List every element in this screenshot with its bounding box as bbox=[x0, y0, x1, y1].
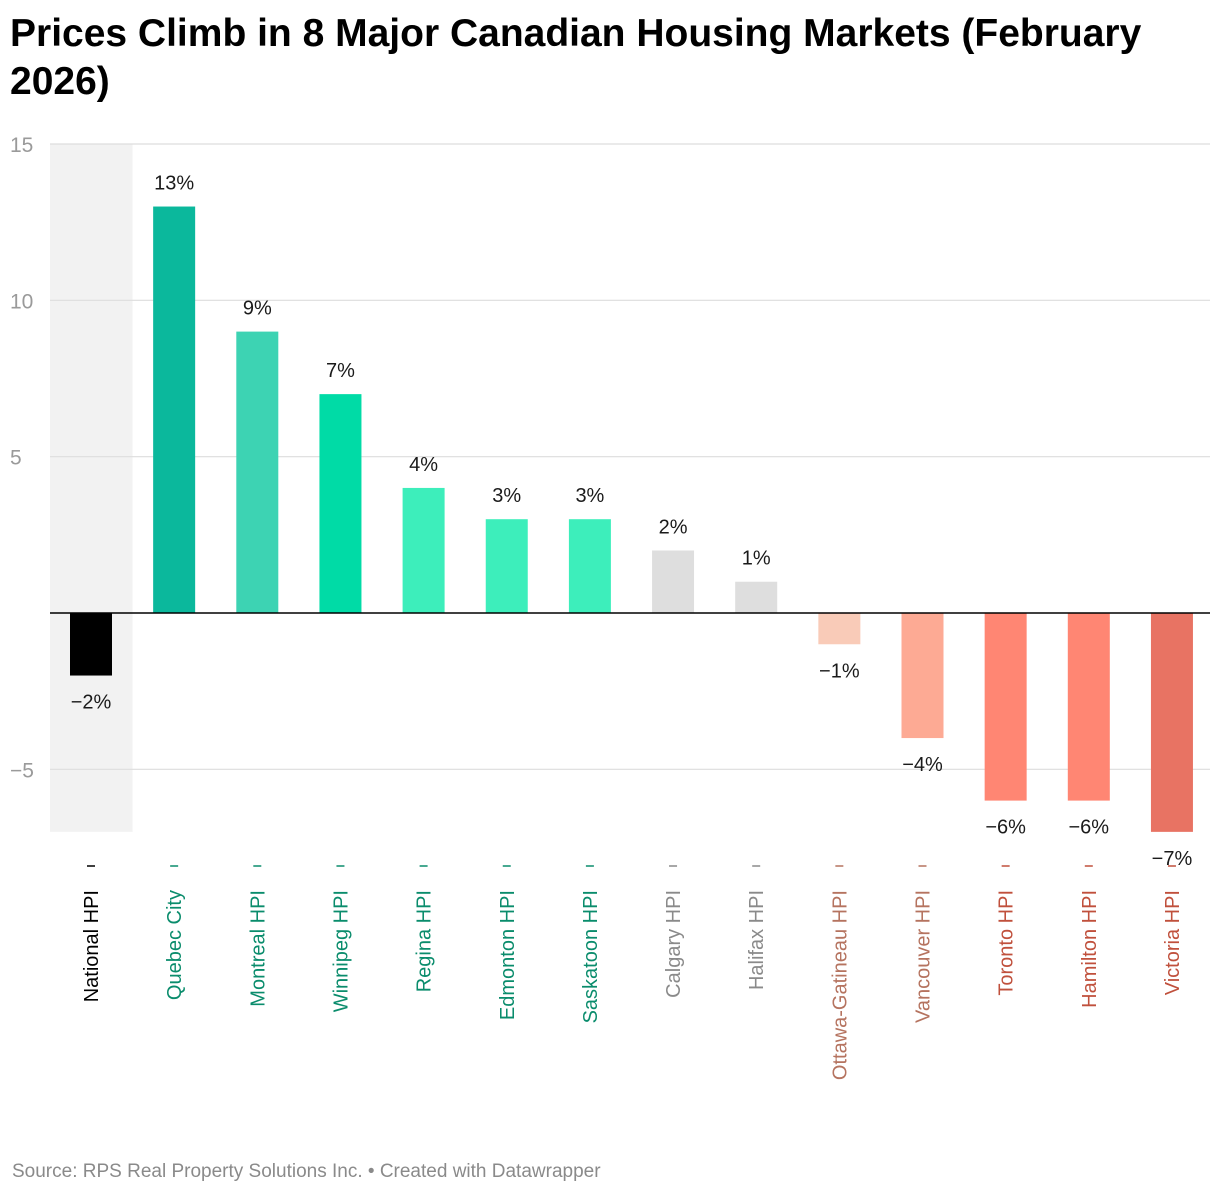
value-label: 2% bbox=[659, 516, 688, 538]
bar bbox=[901, 613, 944, 739]
y-tick-label: 10 bbox=[10, 290, 33, 313]
value-label: −6% bbox=[985, 817, 1026, 839]
value-label: 13% bbox=[154, 173, 194, 195]
highlight-band-layer bbox=[50, 144, 133, 832]
bar bbox=[319, 394, 362, 613]
value-label: 3% bbox=[492, 485, 521, 507]
bar bbox=[1067, 613, 1110, 801]
value-labels-layer: −2% 13% 9% 7% 4% 3% 3% 2% 1% −1% −4% −6% −6% −7% bbox=[71, 173, 1193, 870]
category-label: Calgary HPI bbox=[663, 890, 685, 998]
value-label: −7% bbox=[1152, 848, 1193, 870]
value-label: −2% bbox=[71, 692, 112, 714]
value-label: 1% bbox=[742, 548, 771, 570]
value-label: 4% bbox=[409, 454, 438, 476]
value-label: −1% bbox=[819, 660, 860, 682]
category-label: Ottawa-Gatineau HPI bbox=[829, 890, 851, 1080]
chart-title: Prices Climb in 8 Major Canadian Housing… bbox=[10, 12, 1142, 103]
bar bbox=[153, 206, 196, 614]
category-label: Victoria HPI bbox=[1162, 890, 1184, 995]
bar bbox=[1150, 613, 1193, 832]
highlight-band bbox=[50, 144, 133, 832]
category-label: Edmonton HPI bbox=[497, 890, 519, 1020]
bar-chart: 15 10 5 −5 −2% 13% 9% 7% 4% 3% 3% 2% 1% −1% −4% −6% −6%… bbox=[10, 134, 1210, 1080]
category-label: Hamilton HPI bbox=[1079, 890, 1101, 1008]
value-label: 9% bbox=[243, 298, 272, 320]
y-tick-label: 15 bbox=[10, 134, 33, 157]
category-label: Montreal HPI bbox=[247, 890, 269, 1007]
category-labels-layer: National HPI Quebec City Montreal HPI Winni… bbox=[81, 865, 1184, 1080]
category-label: Quebec City bbox=[164, 890, 186, 1000]
bar bbox=[652, 550, 695, 613]
category-label: Vancouver HPI bbox=[913, 890, 935, 1023]
category-label: Winnipeg HPI bbox=[330, 890, 352, 1012]
bar bbox=[70, 613, 112, 676]
y-tick-label: −5 bbox=[10, 759, 34, 782]
bar bbox=[236, 331, 279, 613]
value-label: 7% bbox=[326, 360, 355, 382]
y-tick-label: 5 bbox=[10, 447, 22, 470]
bar bbox=[485, 519, 528, 613]
value-label: 3% bbox=[575, 485, 604, 507]
category-label: National HPI bbox=[81, 890, 103, 1002]
value-label: −6% bbox=[1069, 817, 1110, 839]
bar bbox=[735, 581, 778, 613]
bar bbox=[818, 613, 861, 645]
category-label: Halifax HPI bbox=[746, 890, 768, 990]
value-label: −4% bbox=[902, 754, 943, 776]
category-label: Regina HPI bbox=[414, 890, 436, 992]
source-note: Source: RPS Real Property Solutions Inc.… bbox=[12, 1161, 601, 1182]
category-label: Saskatoon HPI bbox=[580, 890, 602, 1023]
bar bbox=[984, 613, 1027, 801]
bar bbox=[402, 487, 445, 613]
category-label: Toronto HPI bbox=[996, 890, 1018, 996]
bar bbox=[568, 519, 611, 613]
bars-layer bbox=[50, 206, 1210, 832]
